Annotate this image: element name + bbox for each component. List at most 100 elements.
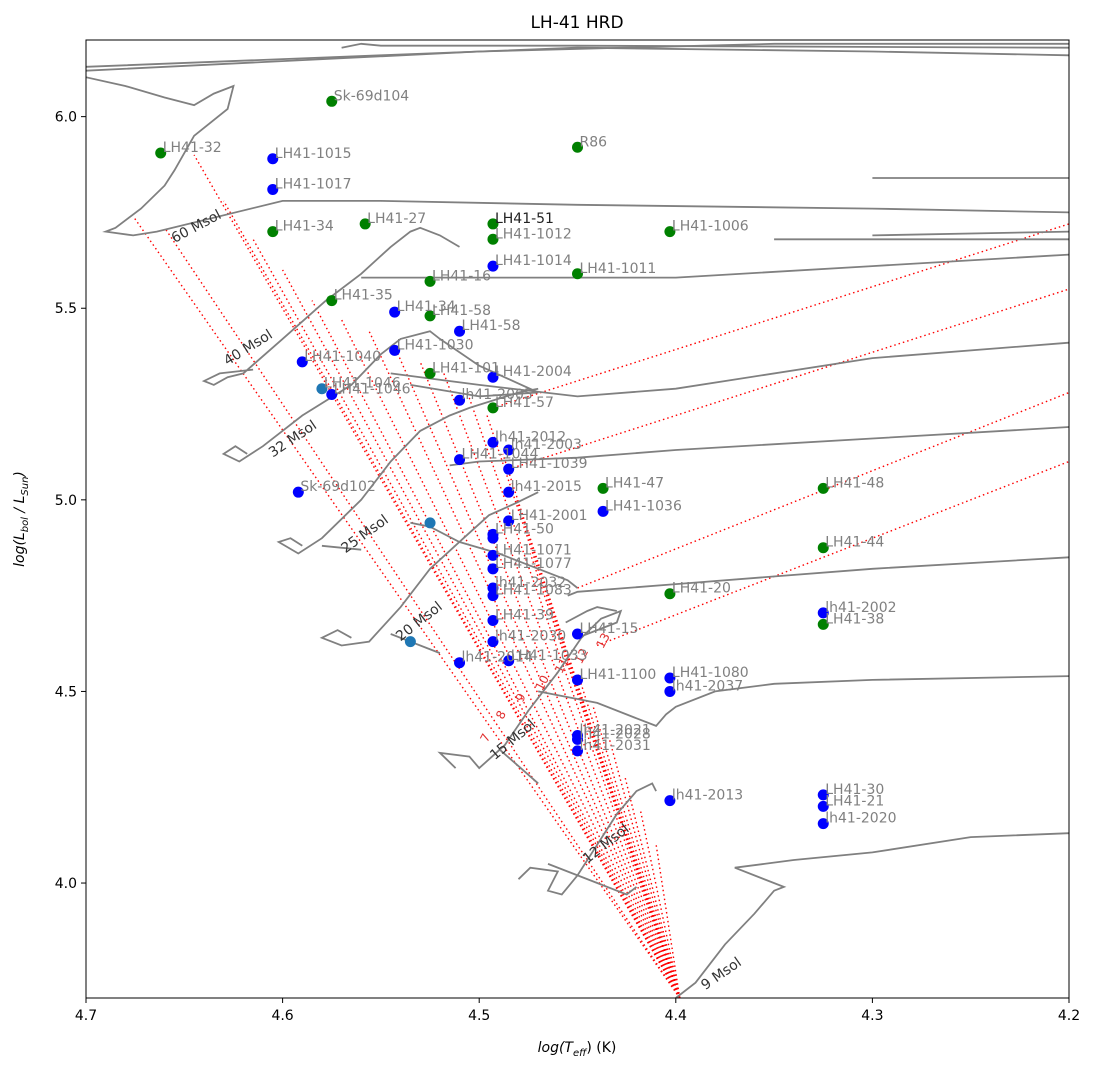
star-label: lh41-2015 [511, 479, 582, 495]
star-label: LH41-57 [495, 395, 554, 411]
star-point [664, 795, 676, 807]
star-point [487, 436, 499, 448]
star-point [503, 463, 515, 475]
star-label: lh41-2005 [462, 387, 533, 403]
isochrone-line [608, 737, 681, 998]
star-label: LH41-47 [605, 475, 664, 491]
star-point [454, 657, 466, 669]
star-label: LH41-39 [495, 608, 554, 624]
track-mass-label: 12 Msol [580, 821, 632, 867]
y-tick-label: 6.0 [55, 110, 77, 126]
isochrone-line [508, 288, 1069, 470]
star-label: lh41-2020 [825, 811, 896, 827]
star-point [503, 515, 515, 527]
star-point [487, 218, 499, 230]
star-label: LH41-58 [462, 318, 521, 334]
star-label: lh41-2014 [462, 650, 533, 666]
isochrone-label: 13 [593, 631, 613, 651]
isochrone-label: 10 [532, 673, 552, 693]
star-label: lh41-2031 [580, 738, 651, 754]
x-tick-label: 4.7 [75, 1008, 97, 1024]
star-label: LH41-2001 [511, 508, 588, 524]
y-axis-label: log(Lbol / LSun) [12, 471, 31, 567]
star-point [503, 486, 515, 498]
star-label: lh41-2002 [825, 600, 896, 616]
star-point [817, 800, 829, 812]
isochrone-line [576, 672, 681, 998]
star-label: LH41-1040 [304, 349, 381, 365]
star-point [487, 636, 499, 648]
star-point [487, 532, 499, 544]
star-point [817, 607, 829, 619]
star-label: LH41-1100 [580, 667, 657, 683]
track-mass-label: 9 Msol [698, 955, 744, 994]
track-line [449, 426, 1069, 467]
x-axis-label: log(Teff) (K) [538, 1040, 617, 1059]
star-point [664, 672, 676, 684]
star-point [572, 628, 583, 640]
star-label: LH41-1030 [397, 337, 474, 353]
chart-title: LH-41 HRD [530, 13, 623, 33]
isochrone-label: 7 [477, 731, 493, 744]
track-line [361, 253, 1069, 279]
track-line [390, 341, 1069, 398]
track-line [567, 556, 1069, 597]
star-point [597, 482, 609, 494]
x-tick-label: 4.2 [1058, 1008, 1080, 1024]
star-point [487, 582, 499, 594]
track-line [86, 46, 1069, 68]
isochrone-line [561, 637, 681, 998]
isochrone-line [592, 706, 681, 998]
track-line [498, 748, 539, 785]
star-point [454, 454, 466, 466]
star-label: LH41-101 [432, 360, 500, 376]
y-tick-label: 5.5 [55, 301, 77, 317]
star-point [487, 590, 499, 602]
isochrone-line [486, 415, 681, 998]
track-mass-label: 40 Msol [221, 327, 275, 369]
isochrone-line [223, 200, 681, 998]
x-tick-label: 4.6 [271, 1008, 293, 1024]
star-point [487, 260, 499, 272]
star-label: LH41-1012 [495, 226, 572, 242]
star-point [487, 371, 499, 383]
star-label: lh41-2003 [511, 437, 582, 453]
star-label: LH41-1015 [275, 146, 352, 162]
star-point [424, 275, 436, 287]
x-tick-label: 4.4 [665, 1008, 687, 1024]
track-line [547, 863, 638, 896]
y-tick-label: 4.5 [55, 684, 77, 700]
track-line [276, 387, 539, 555]
star-label: LH41-44 [825, 535, 884, 551]
star-label: LH41-1017 [275, 176, 352, 192]
star-point [389, 306, 401, 318]
isochrone-line [492, 223, 1069, 409]
star-label: LH41-1011 [580, 261, 657, 277]
plot-frame [85, 39, 1070, 999]
star-label: LH41-27 [367, 211, 426, 227]
star-label: LH41-1006 [672, 219, 749, 235]
star-point [487, 615, 499, 627]
track-line [437, 609, 623, 770]
star-point [572, 745, 583, 757]
track-line [321, 544, 362, 551]
star-label: LH41-1080 [672, 665, 749, 681]
star-point [572, 674, 583, 686]
star-point [267, 153, 279, 165]
star-point [817, 789, 829, 801]
isochrone-line [281, 269, 681, 998]
star-label: LH41-34 [275, 219, 334, 235]
star-point [503, 444, 515, 456]
star-point [817, 618, 829, 630]
star-point [487, 563, 499, 575]
isochrone-line [252, 238, 681, 998]
star-label: LH41-16 [432, 268, 491, 284]
star-label: LH41-15 [580, 621, 639, 637]
star-point [359, 218, 371, 230]
track-line [872, 230, 1069, 237]
star-point [664, 685, 676, 697]
star-point [597, 505, 609, 517]
star-point [267, 226, 279, 238]
